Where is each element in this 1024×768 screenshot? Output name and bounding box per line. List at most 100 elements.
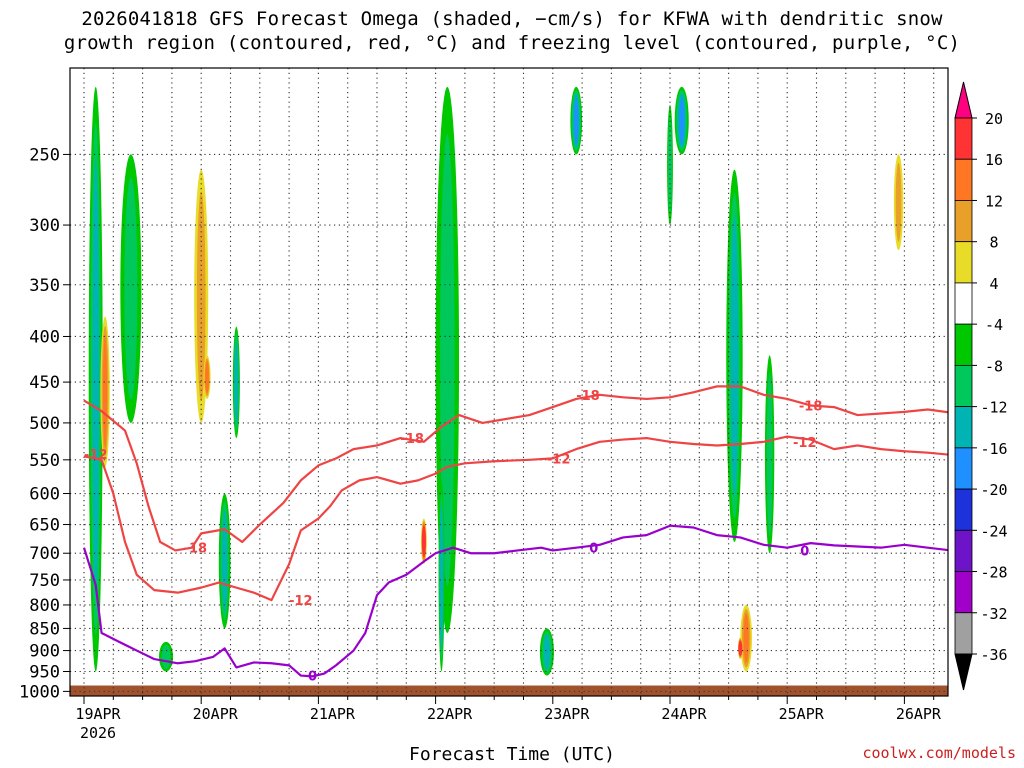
x-year-label: 2026	[80, 724, 116, 742]
omega-cell	[679, 96, 685, 145]
omega-cell	[743, 613, 749, 664]
colorbar-label: -8	[985, 357, 1003, 375]
contour-label: -18	[799, 399, 823, 414]
contour-label: -12	[84, 448, 108, 463]
colorbar-label: -16	[980, 440, 1007, 458]
omega-cell	[103, 335, 108, 449]
colorbar-bin	[954, 447, 973, 490]
y-tick-label: 900	[29, 642, 60, 662]
omega-cell	[205, 360, 210, 394]
credit-text: coolwx.com/models	[862, 744, 1016, 762]
omega-cell	[222, 510, 228, 612]
colorbar-bin	[954, 323, 973, 366]
contour-label: -18	[400, 432, 424, 447]
colorbar-label: -28	[980, 564, 1007, 582]
omega-cell	[421, 525, 426, 558]
contour-layer	[82, 385, 948, 678]
colorbar-bin	[954, 571, 973, 614]
y-tick-label: 800	[29, 596, 60, 616]
chart-title-line2: growth region (contoured, red, °C) and f…	[63, 32, 961, 54]
omega-cell	[439, 504, 444, 648]
plot-area	[70, 68, 948, 696]
omega-cell	[92, 159, 99, 599]
contour-label: -18	[184, 542, 208, 557]
contour-label: 0	[800, 544, 809, 559]
x-axis: 19APR 20APR 21APR 22APR 23APR 24APR 25APR 26APR…	[75, 696, 942, 742]
omega-cell	[440, 134, 455, 586]
colorbar-bin	[954, 612, 973, 655]
y-tick-label: 400	[29, 327, 60, 347]
colorbar-bin	[954, 406, 973, 449]
colorbar-label: -12	[980, 399, 1007, 417]
contour-label: 0	[589, 542, 598, 557]
omega-cell	[738, 640, 743, 656]
colorbar-label: -24	[980, 522, 1007, 540]
colorbar-bin	[954, 200, 973, 243]
contour-line	[82, 524, 948, 678]
colorbar-label: -36	[980, 646, 1007, 664]
colorbar-label: 12	[985, 192, 1003, 210]
omega-shading-layer	[88, 86, 904, 676]
y-tick-label: 350	[29, 276, 60, 296]
x-tick-label: 26APR	[896, 705, 942, 723]
colorbar-label: 8	[989, 234, 998, 252]
colorbar-bin	[954, 529, 973, 572]
y-tick-label: 550	[29, 451, 60, 471]
contour-labels: -12 -18 -12 -18 -18 -12 -18 -12 0 0 0	[84, 389, 822, 685]
colorbar-bin	[954, 117, 973, 160]
omega-cell	[196, 191, 206, 401]
omega-cell	[766, 372, 773, 537]
contour-label: -18	[576, 389, 600, 404]
colorbar-bin	[954, 488, 973, 531]
x-tick-label: 19APR	[75, 705, 121, 723]
omega-cell	[124, 177, 138, 400]
contour-label: -12	[289, 594, 313, 609]
chart-title-line1: 2026041818 GFS Forecast Omega (shaded, −…	[81, 8, 943, 30]
contour-label: -12	[547, 452, 571, 467]
y-tick-label: 500	[29, 414, 60, 434]
colorbar-label: -32	[980, 605, 1007, 623]
x-tick-label: 21APR	[310, 705, 356, 723]
omega-cell	[574, 96, 579, 145]
omega-cell	[161, 644, 171, 669]
x-tick-label: 24APR	[661, 705, 707, 723]
x-tick-label: 25APR	[779, 705, 825, 723]
colorbar-top-arrow	[954, 81, 973, 119]
colorbar-label: 20	[985, 110, 1003, 128]
y-tick-label: 650	[29, 516, 60, 536]
omega-cell	[895, 162, 902, 242]
colorbar-label: -20	[980, 481, 1007, 499]
colorbar: 20 16 12 8 4 -4 -8 -12 -16 -20 -24 -28 -32 -36	[954, 81, 1008, 691]
x-tick-label: 23APR	[544, 705, 590, 723]
y-axis: 250 300 350 400 450 500 550 600 650 700 750 800 850 9…	[19, 145, 70, 702]
colorbar-bin	[954, 282, 973, 325]
colorbar-label: -4	[985, 316, 1003, 334]
colorbar-bottom-arrow	[954, 653, 973, 691]
ground-fill	[70, 685, 948, 696]
contour-line	[83, 435, 948, 602]
y-tick-label: 450	[29, 373, 60, 393]
x-tick-label: 22APR	[427, 705, 473, 723]
x-axis-title: Forecast Time (UTC)	[409, 744, 615, 765]
omega-cell	[730, 216, 739, 496]
y-tick-label: 850	[29, 619, 60, 639]
contour-line	[83, 385, 948, 552]
colorbar-label: 4	[989, 275, 998, 293]
y-tick-label: 250	[29, 145, 60, 165]
colorbar-bin	[954, 241, 973, 284]
contour-label: 0	[308, 670, 317, 685]
omega-cell	[234, 340, 239, 425]
y-tick-label: 300	[29, 216, 60, 236]
colorbar-label: 16	[985, 151, 1003, 169]
x-tick-label: 20APR	[193, 705, 239, 723]
y-tick-label: 700	[29, 544, 60, 564]
colorbar-bin	[954, 158, 973, 201]
ground-layer	[70, 685, 948, 696]
y-tick-label: 600	[29, 485, 60, 505]
omega-cell	[543, 634, 551, 670]
y-tick-label: 950	[29, 663, 60, 683]
y-tick-label: 1000	[19, 682, 60, 702]
contour-label: -12	[793, 436, 817, 451]
y-tick-label: 750	[29, 571, 60, 591]
